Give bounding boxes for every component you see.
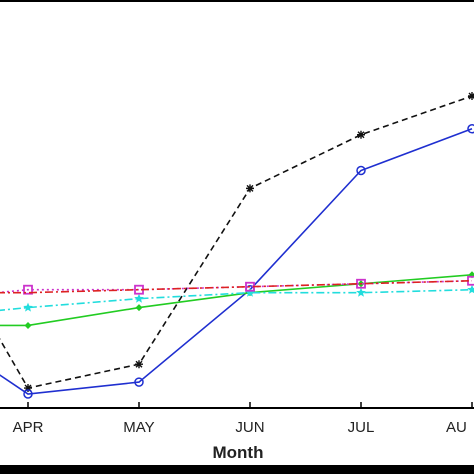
series-1-marker-jul xyxy=(357,130,365,139)
x-axis: APR MAY JUN JUL AU Month xyxy=(0,402,474,462)
series-5-line xyxy=(0,279,473,294)
series-4 xyxy=(0,284,474,312)
series-layer xyxy=(0,92,474,399)
series-6-line xyxy=(0,279,473,294)
series-2-marker-aug xyxy=(467,124,474,134)
series-1-marker-apr xyxy=(24,384,32,393)
series-4-marker-may xyxy=(134,293,144,303)
series-4-marker-aug xyxy=(467,284,474,294)
x-tick-label-apr: APR xyxy=(13,419,44,436)
bottom-black-band xyxy=(0,465,474,474)
series-4-line xyxy=(0,288,473,312)
series-4-marker-apr xyxy=(23,302,33,312)
x-ticks: APR MAY JUN JUL AU xyxy=(13,402,473,436)
series-6 xyxy=(0,279,473,294)
series-2-marker-may xyxy=(134,377,144,387)
x-tick-label-may: MAY xyxy=(123,419,154,436)
series-1-marker-aug xyxy=(468,92,474,100)
x-axis-title: Month xyxy=(213,443,264,462)
series-3-marker-apr xyxy=(24,321,32,329)
series-1-marker-may xyxy=(135,360,143,369)
series-3-marker-may xyxy=(135,304,143,312)
series-5-marker-apr xyxy=(23,284,33,295)
x-tick-label-jun: JUN xyxy=(235,419,264,436)
series-1-line xyxy=(0,95,473,389)
series-2-marker-apr xyxy=(23,389,33,399)
series-1-marker-jun xyxy=(246,184,254,193)
series-4-marker-jun xyxy=(245,287,255,297)
series-1 xyxy=(0,92,474,393)
series-3-line xyxy=(0,274,473,327)
series-4-marker-jul xyxy=(356,287,366,297)
x-tick-label-jul: JUL xyxy=(348,419,375,436)
series-2-marker-jul xyxy=(356,165,366,176)
x-tick-label-aug: AU xyxy=(446,419,467,436)
series-2-line xyxy=(0,128,473,395)
